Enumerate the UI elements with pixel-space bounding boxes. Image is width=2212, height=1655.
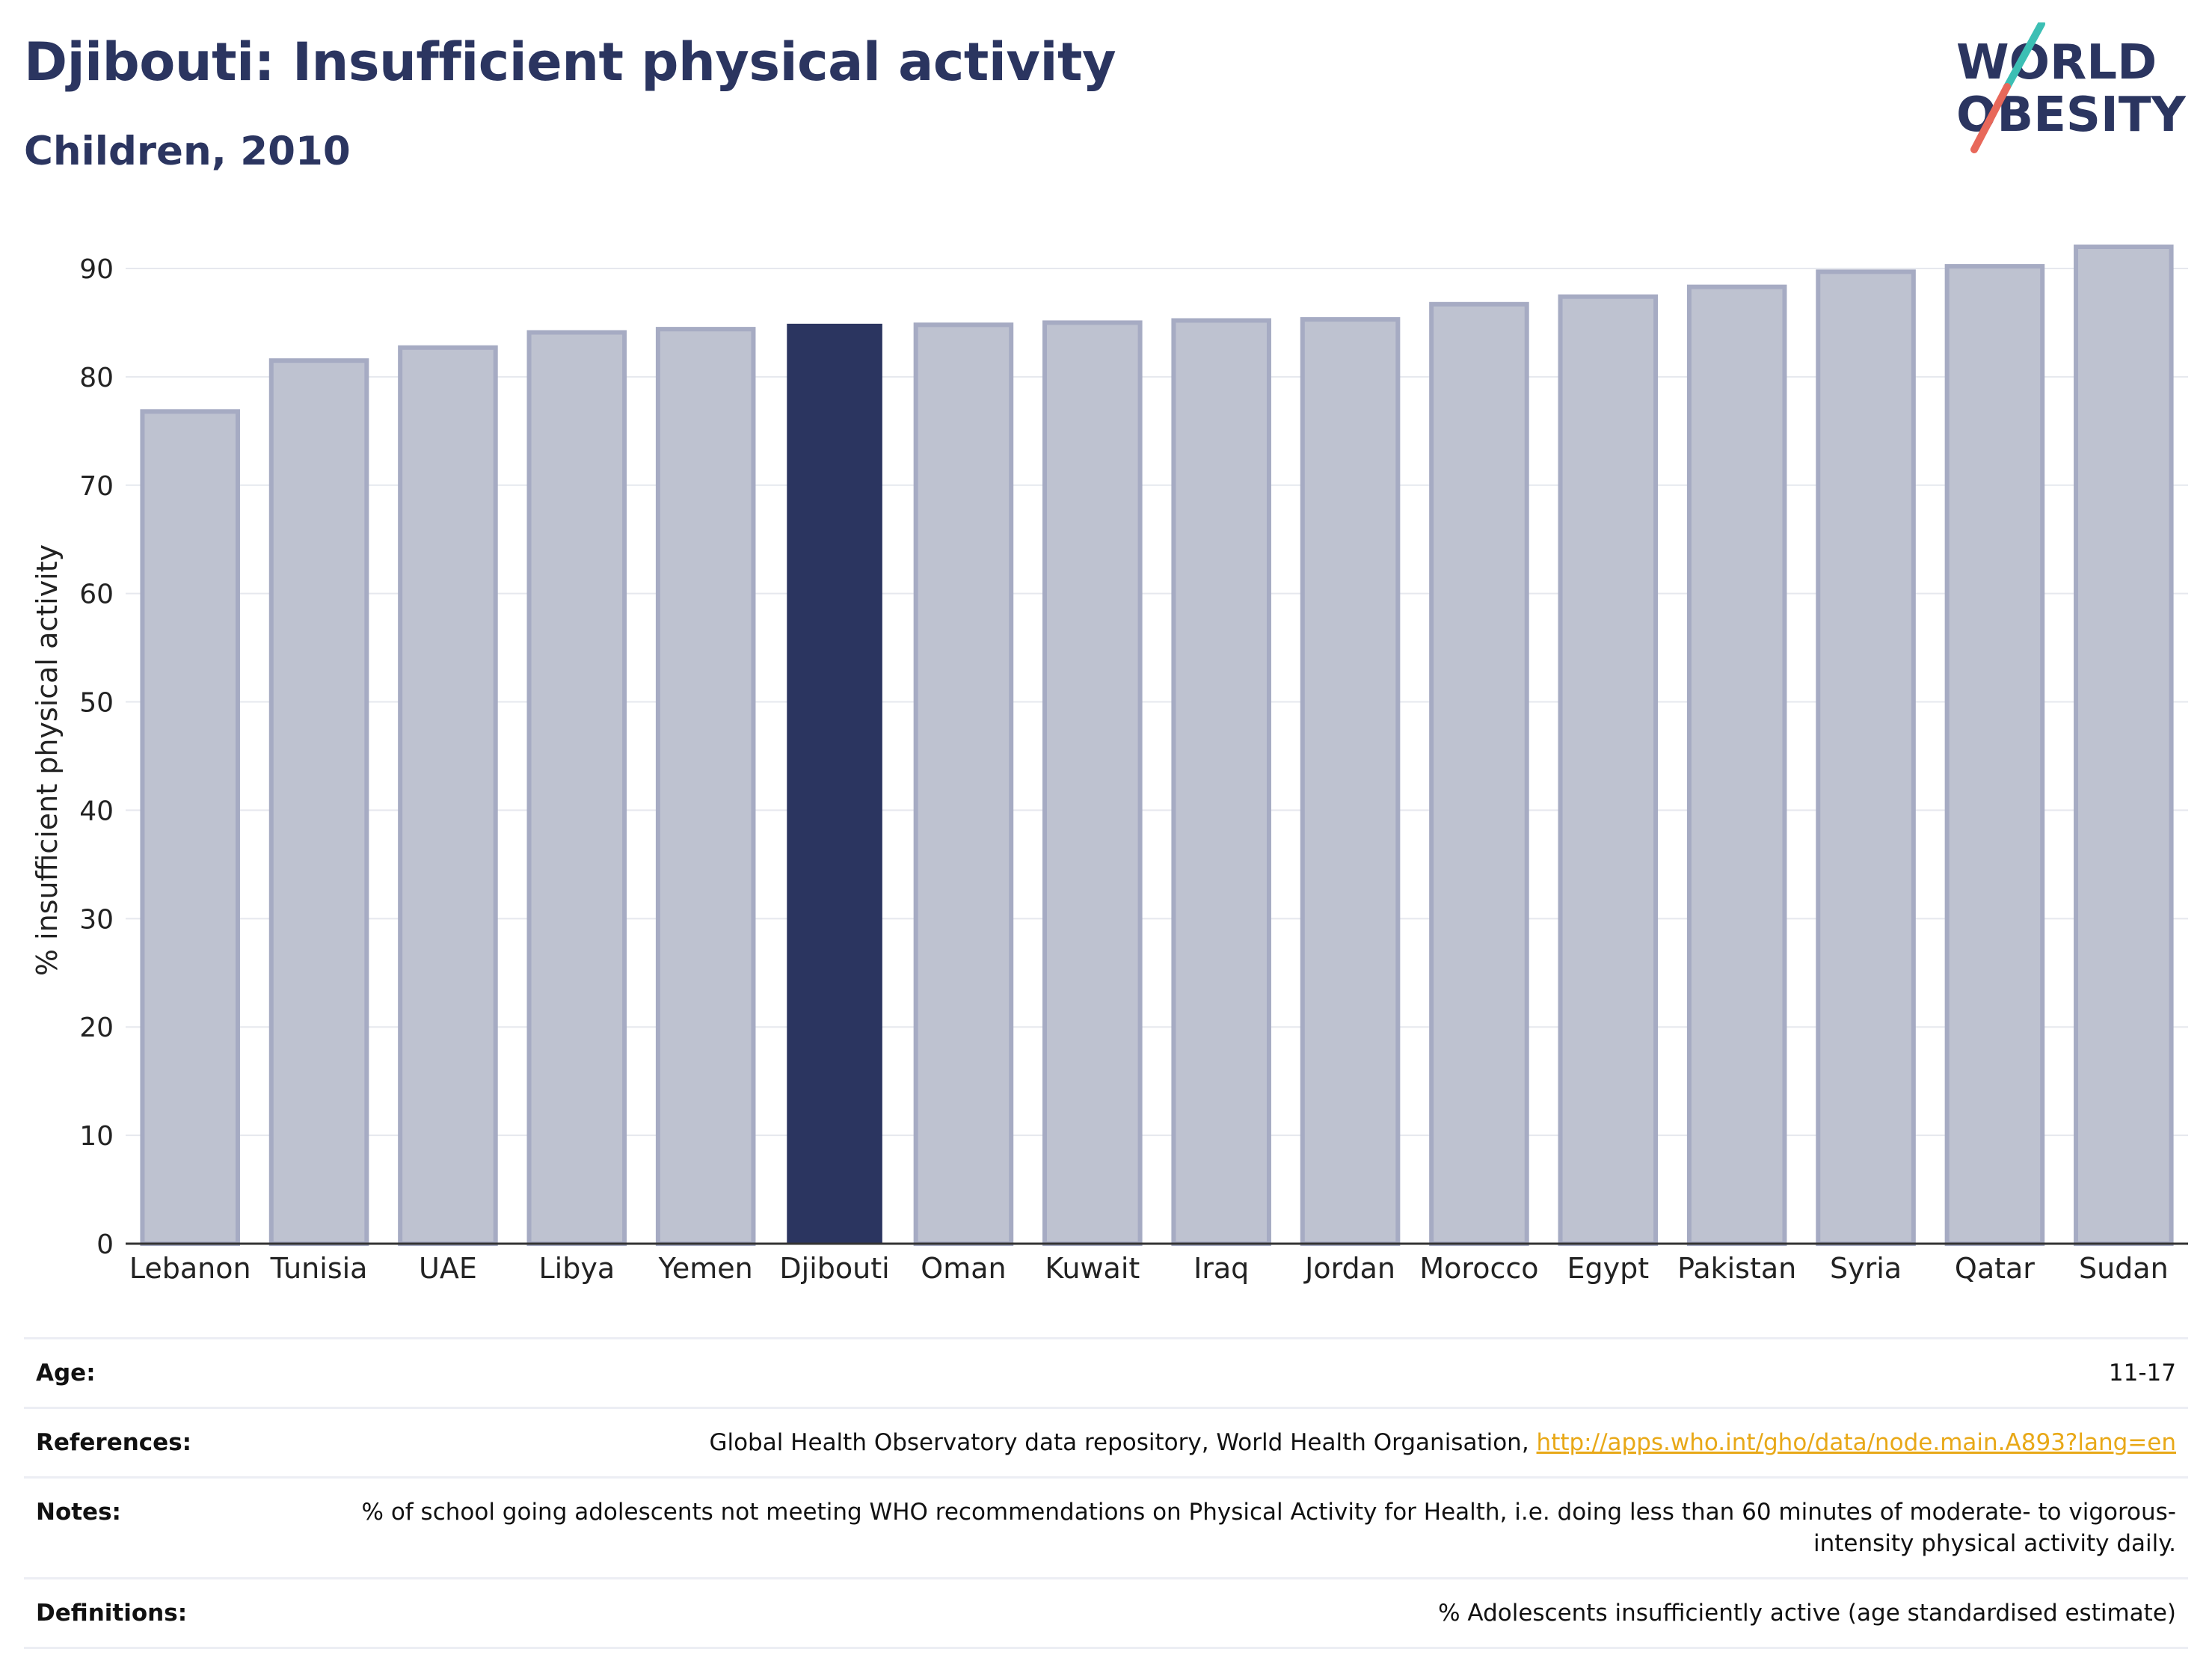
x-tick-label: Jordan [1303, 1252, 1395, 1285]
y-tick-label: 50 [79, 688, 114, 719]
meta-row-notes: Notes: % of school going adolescents not… [24, 1476, 2188, 1577]
chart-subtitle: Children, 2010 [24, 129, 351, 174]
metadata-table: Age: 11-17 References: Global Health Obs… [24, 1337, 2188, 1649]
x-tick-label: Sudan [2079, 1252, 2169, 1285]
y-tick-label: 30 [79, 904, 114, 935]
y-tick-label: 10 [79, 1121, 114, 1152]
references-text: Global Health Observatory data repositor… [709, 1429, 1537, 1456]
x-tick-label: Syria [1830, 1252, 1902, 1285]
meta-value-notes: % of school going adolescents not meetin… [361, 1499, 2176, 1557]
x-tick-label: Oman [921, 1252, 1006, 1285]
bar-libya [526, 330, 627, 1247]
y-tick-label: 0 [96, 1229, 114, 1260]
bar-sudan [2074, 245, 2174, 1246]
x-tick-label: Yemen [658, 1252, 753, 1285]
y-axis-label: % insufficient physical activity [31, 544, 64, 976]
x-tick-label: Lebanon [129, 1252, 251, 1285]
x-tick-label: Pakistan [1677, 1252, 1796, 1285]
logo-slash-coral [1970, 83, 2011, 153]
world-obesity-logo: WORLD OBESITY [1956, 22, 2186, 153]
x-tick-label: Egypt [1567, 1252, 1649, 1285]
bar-syria [1816, 269, 1916, 1247]
y-tick-label: 60 [79, 580, 114, 610]
bar-morocco [1429, 301, 1529, 1247]
axes: 0 10 20 30 40 50 60 70 80 90 Lebanon Tunisia UAE Liby… [79, 254, 2188, 1285]
bar-kuwait [1042, 320, 1143, 1246]
x-tick-label: Morocco [1419, 1252, 1538, 1285]
bar-yemen [655, 327, 756, 1246]
bar-djibouti [787, 323, 882, 1244]
meta-value-definitions: % Adolescents insufficiently active (age… [1438, 1600, 2176, 1627]
meta-value-age: 11-17 [2108, 1360, 2176, 1387]
x-tick-label: Kuwait [1045, 1252, 1140, 1285]
meta-row-definitions: Definitions: % Adolescents insufficientl… [24, 1577, 2188, 1649]
meta-key-references: References: [36, 1429, 192, 1456]
x-tick-label: UAE [419, 1252, 477, 1285]
meta-row-age: Age: 11-17 [24, 1337, 2188, 1407]
logo-slash-teal [2003, 22, 2045, 90]
bar-qatar [1944, 264, 2045, 1246]
x-tick-label: Libya [539, 1252, 615, 1285]
references-link[interactable]: http://apps.who.int/gho/data/node.main.A… [1536, 1429, 2176, 1456]
bar-uae [398, 345, 498, 1247]
bar-jordan [1300, 317, 1401, 1247]
bars [140, 245, 2174, 1247]
logo-line-1: WORLD [1956, 35, 2157, 90]
meta-value-references: Global Health Observatory data repositor… [709, 1427, 2176, 1458]
bar-tunisia [268, 358, 369, 1246]
bar-chart: 0 10 20 30 40 50 60 70 80 90 Lebanon Tunisia UAE Liby… [31, 245, 2188, 1285]
y-tick-label: 80 [79, 363, 114, 393]
meta-row-references: References: Global Health Observatory da… [24, 1407, 2188, 1476]
bar-lebanon [140, 409, 240, 1247]
chart-title: Djibouti: Insufficient physical activity [24, 31, 1116, 93]
bar-egypt [1558, 294, 1659, 1246]
bar-oman [913, 322, 1014, 1246]
meta-key-age: Age: [36, 1360, 96, 1387]
x-tick-label: Qatar [1955, 1252, 2035, 1285]
x-tick-label: Tunisia [270, 1252, 368, 1285]
y-tick-label: 20 [79, 1013, 114, 1043]
x-tick-label: Iraq [1193, 1252, 1249, 1285]
bar-iraq [1171, 318, 1271, 1246]
y-tick-label: 40 [79, 796, 114, 826]
meta-key-notes: Notes: [36, 1499, 121, 1526]
x-tick-label: Djibouti [779, 1252, 889, 1285]
meta-key-definitions: Definitions: [36, 1600, 188, 1627]
y-tick-label: 90 [79, 254, 114, 285]
bar-pakistan [1686, 284, 1787, 1247]
y-tick-label: 70 [79, 471, 114, 502]
